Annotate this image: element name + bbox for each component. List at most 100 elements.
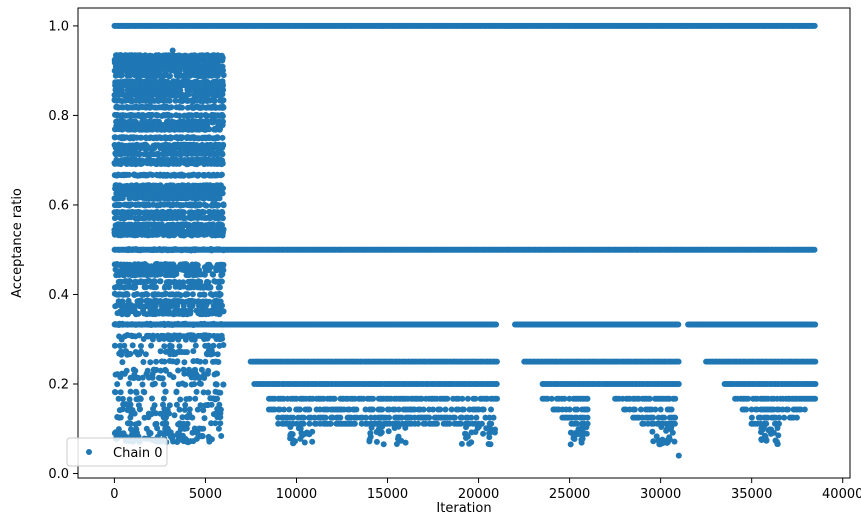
data-point (188, 150, 195, 157)
data-point (162, 112, 168, 119)
data-point (675, 358, 682, 365)
data-point (370, 395, 377, 402)
data-point (297, 406, 303, 413)
data-point (812, 381, 819, 387)
data-point (303, 429, 310, 436)
data-point (331, 395, 338, 402)
data-point (172, 134, 179, 141)
data-point (584, 406, 591, 413)
data-point (183, 396, 190, 403)
data-point (181, 172, 188, 179)
data-point (154, 172, 161, 179)
data-point (137, 396, 144, 402)
data-point (671, 438, 678, 445)
data-point (212, 135, 219, 142)
data-point (138, 343, 144, 349)
data-point (353, 406, 360, 413)
data-point (309, 428, 316, 435)
data-point (167, 73, 173, 79)
data-point (157, 73, 164, 80)
data-point (675, 381, 682, 387)
data-point (322, 414, 329, 421)
data-point (213, 381, 220, 388)
data-point (188, 97, 195, 104)
data-point (485, 441, 492, 447)
data-point (153, 358, 160, 365)
data-point (668, 406, 675, 413)
data-point (657, 406, 664, 413)
data-point (201, 171, 208, 178)
data-point (220, 342, 227, 348)
data-point (548, 395, 555, 402)
data-point (208, 202, 215, 209)
data-point (306, 406, 313, 413)
data-point (460, 406, 467, 413)
data-point (194, 135, 201, 142)
data-point (812, 358, 819, 365)
data-point (309, 438, 316, 445)
data-point (566, 406, 573, 413)
data-point (217, 420, 224, 427)
data-point (785, 406, 791, 413)
data-point (442, 406, 449, 413)
data-point (300, 414, 307, 421)
data-point (149, 111, 156, 118)
data-point (214, 202, 221, 209)
data-point (494, 395, 500, 402)
data-point (118, 291, 125, 298)
data-point (111, 342, 118, 349)
data-point (118, 151, 125, 158)
data-point (464, 395, 471, 402)
data-point (379, 406, 386, 413)
data-point (486, 430, 493, 437)
data-point (420, 406, 427, 413)
data-point (191, 381, 198, 388)
data-point (117, 97, 124, 104)
data-point (126, 396, 133, 403)
data-point (217, 172, 224, 179)
data-point (183, 291, 189, 298)
data-point (472, 395, 479, 402)
data-point (162, 291, 168, 298)
scatter-points (111, 22, 819, 459)
data-point (182, 215, 189, 222)
data-point (801, 406, 808, 413)
data-point (811, 246, 818, 253)
data-point (149, 381, 156, 388)
data-point (111, 134, 118, 141)
data-point (203, 202, 210, 209)
data-point (159, 420, 166, 427)
data-point (139, 246, 146, 253)
data-point (184, 134, 191, 141)
data-point (426, 414, 433, 421)
data-point (136, 151, 143, 158)
data-point (143, 135, 150, 142)
data-point (141, 215, 148, 222)
data-point (116, 246, 123, 253)
data-point (216, 290, 223, 297)
data-point (675, 321, 682, 328)
data-point (583, 424, 590, 431)
data-point (211, 278, 218, 285)
data-point (415, 420, 422, 427)
data-point (171, 171, 178, 178)
data-point (131, 291, 138, 298)
data-point (493, 358, 500, 365)
data-point (139, 97, 146, 104)
data-point (151, 278, 158, 285)
data-point (195, 278, 202, 285)
data-point (126, 246, 133, 253)
data-point (155, 98, 162, 104)
data-point (213, 370, 220, 377)
data-point (124, 321, 131, 328)
data-point (177, 396, 184, 403)
data-point (462, 430, 468, 437)
data-point (473, 414, 480, 421)
data-point (793, 414, 800, 421)
data-point (181, 112, 188, 119)
data-point (327, 420, 334, 427)
data-point (139, 381, 146, 388)
data-point (290, 438, 297, 445)
data-point (186, 201, 193, 208)
